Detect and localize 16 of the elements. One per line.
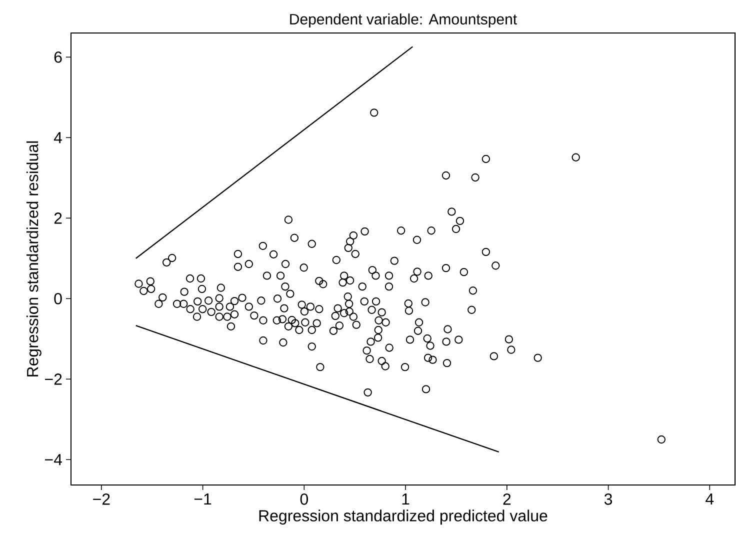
- x-tick-label: −1: [194, 494, 212, 505]
- y-tick-label: −4: [45, 454, 62, 466]
- y-tick-label: 4: [54, 132, 62, 144]
- x-tick-label: 1: [402, 494, 410, 505]
- y-tick-label: 2: [54, 212, 62, 224]
- x-tick-label: 0: [300, 494, 308, 505]
- y-axis-title: Regression standardized residual: [26, 141, 42, 376]
- x-tick-label: 2: [503, 494, 511, 505]
- x-tick-label: 3: [604, 494, 612, 505]
- x-tick-label: 4: [706, 494, 714, 505]
- y-tick-label: 6: [54, 51, 62, 63]
- x-tick-label: −2: [93, 494, 110, 505]
- chart-title: Dependent variable: Amountspent: [290, 14, 517, 28]
- x-axis-title: Regression standardized predicted value: [259, 510, 548, 525]
- y-tick-label: −2: [45, 374, 62, 385]
- y-tick-label: 0: [54, 292, 62, 304]
